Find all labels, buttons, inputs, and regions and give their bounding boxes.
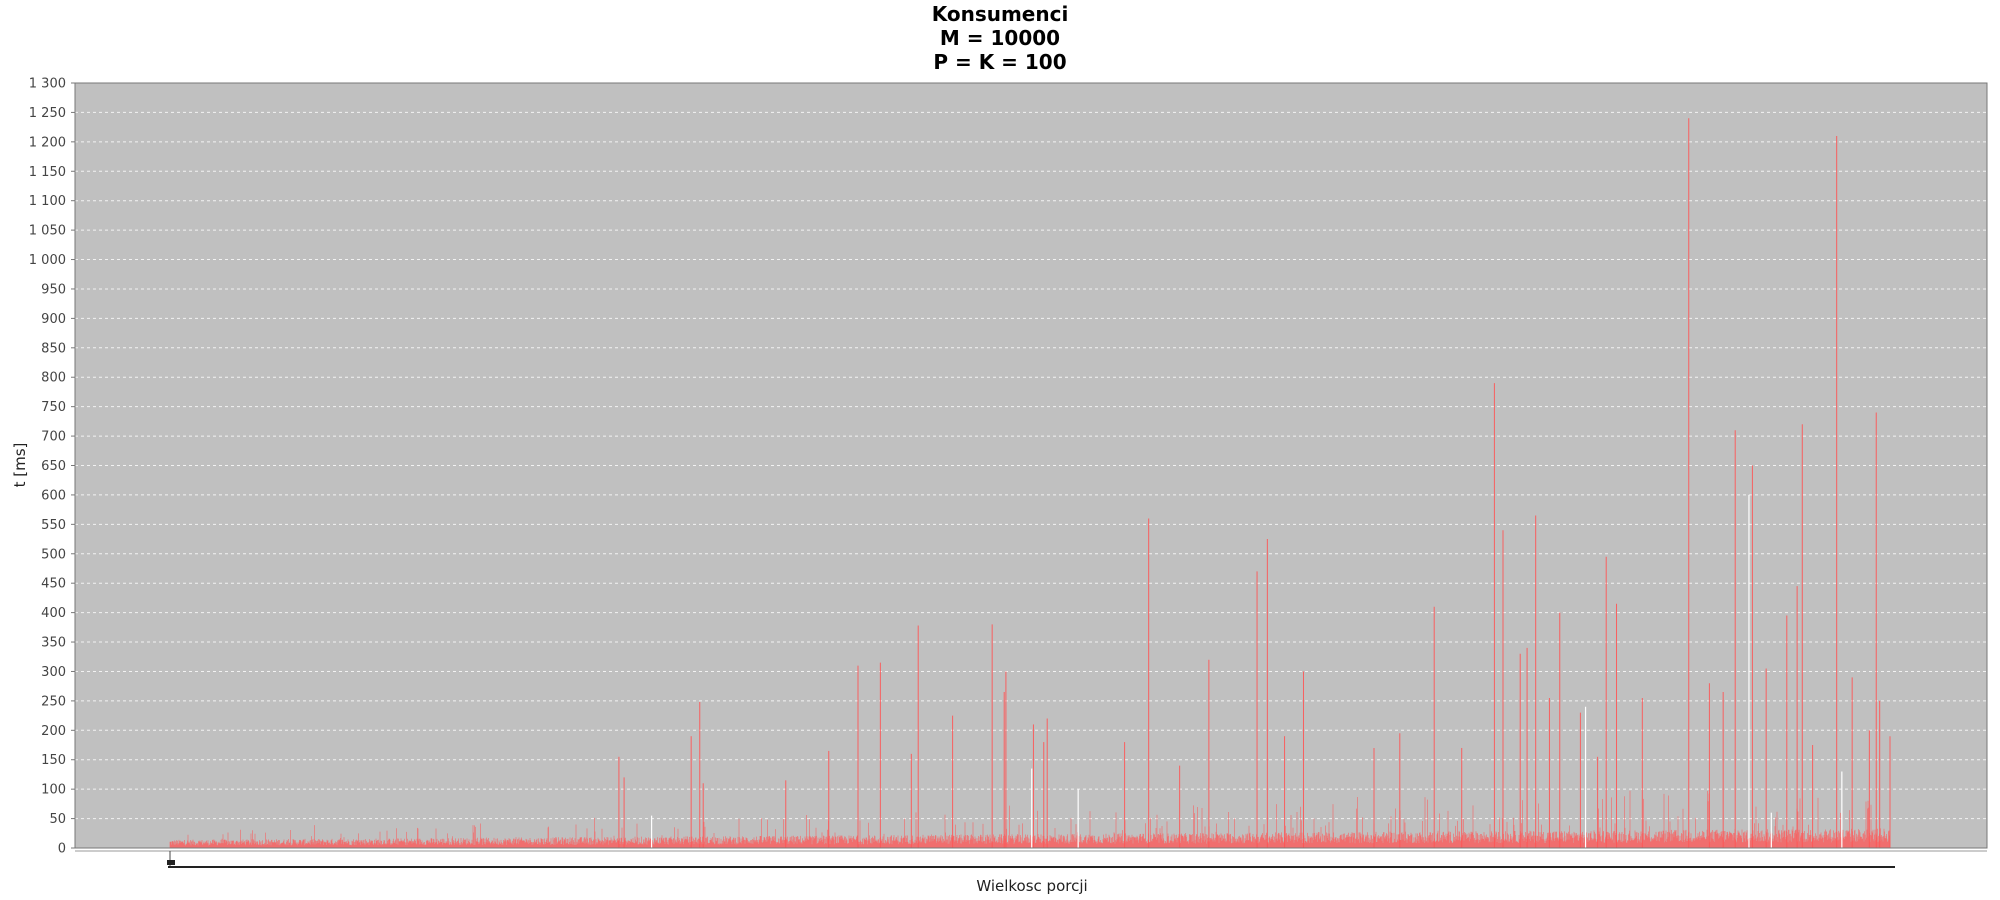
x-tick-labels-overlap bbox=[167, 860, 175, 865]
y-tick-label: 1 300 bbox=[29, 77, 66, 92]
y-tick-label: 250 bbox=[41, 694, 66, 709]
y-axis-label: t [ms] bbox=[11, 443, 29, 488]
y-tick-label: 50 bbox=[49, 812, 66, 827]
y-tick-label: 500 bbox=[41, 547, 66, 562]
x-axis bbox=[75, 850, 1987, 868]
x-axis-label: Wielkosc porcji bbox=[976, 877, 1087, 895]
y-tick-label: 300 bbox=[41, 665, 66, 680]
y-tick-label: 900 bbox=[41, 312, 66, 327]
y-tick-label: 1 100 bbox=[29, 194, 66, 209]
y-tick-label: 1 050 bbox=[29, 224, 66, 239]
y-tick-label: 950 bbox=[41, 282, 66, 297]
y-tick-label: 850 bbox=[41, 341, 66, 356]
y-tick-label: 600 bbox=[41, 488, 66, 503]
y-tick-label: 750 bbox=[41, 400, 66, 415]
chart-title-line: M = 10000 bbox=[940, 26, 1060, 50]
chart-title-line: Konsumenci bbox=[932, 2, 1069, 26]
y-tick-label: 650 bbox=[41, 459, 66, 474]
y-tick-label: 150 bbox=[41, 753, 66, 768]
y-tick-label: 1 200 bbox=[29, 135, 66, 150]
bar-series bbox=[169, 118, 1891, 848]
y-tick-label: 550 bbox=[41, 518, 66, 533]
gridlines bbox=[75, 111, 1987, 820]
y-tick-label: 800 bbox=[41, 371, 66, 386]
y-tick-label: 1 250 bbox=[29, 106, 66, 121]
y-tick-label: 350 bbox=[41, 636, 66, 651]
y-tick-label: 100 bbox=[41, 783, 66, 798]
y-tick-label: 700 bbox=[41, 430, 66, 445]
y-tick-label: 1 150 bbox=[29, 165, 66, 180]
y-tick-label: 200 bbox=[41, 724, 66, 739]
y-axis: 0 50 100 150 200 250 300 350 400 450 500 550 600 650 7… bbox=[29, 77, 75, 857]
y-tick-label: 0 bbox=[58, 842, 66, 857]
y-tick-label: 1 000 bbox=[29, 253, 66, 268]
y-tick-label: 450 bbox=[41, 577, 66, 592]
y-tick-label: 400 bbox=[41, 606, 66, 621]
chart-title-line: P = K = 100 bbox=[933, 50, 1066, 74]
